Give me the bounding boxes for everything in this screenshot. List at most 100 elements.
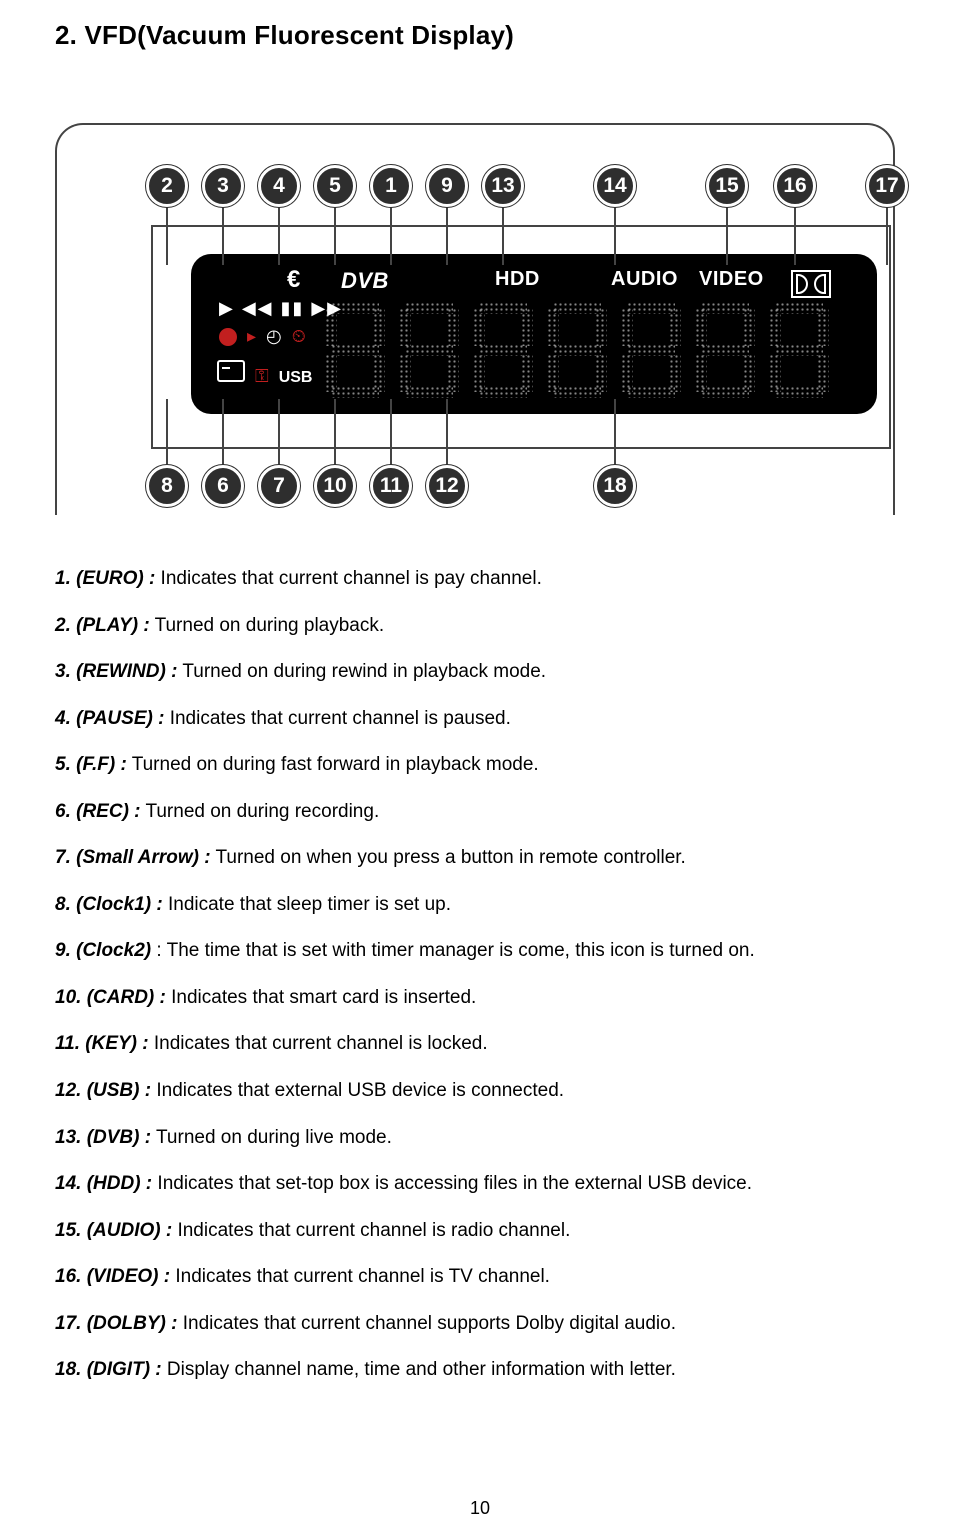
definition-description: Turned on during playback. — [150, 615, 385, 636]
callout-bubble-6: 6 — [202, 465, 244, 507]
definition-item: 1. (EURO) : Indicates that current chann… — [55, 565, 902, 593]
definition-description: Indicate that sleep timer is set up. — [163, 894, 451, 915]
definition-number: 8. — [55, 894, 76, 915]
definition-description: Turned on during rewind in playback mode… — [177, 661, 546, 682]
definition-description: Turned on during live mode. — [151, 1127, 392, 1148]
definition-number: 1. — [55, 568, 76, 589]
definition-description: Indicates that current channel is paused… — [164, 708, 510, 729]
callout-bubble-17: 17 — [866, 165, 908, 207]
callout-bubble-3: 3 — [202, 165, 244, 207]
callout-bubble-13: 13 — [482, 165, 524, 207]
leader-line — [166, 399, 168, 465]
definition-description: Turned on during fast forward in playbac… — [127, 754, 539, 775]
bezel-content: € DVB HDD AUDIO VIDEO ▶ ◀◀ ▮▮ ▶▶ ▸ ◴ ⏲ — [211, 268, 857, 400]
definition-description: Indicates that smart card is inserted. — [166, 987, 476, 1008]
seven-segment-digit — [399, 302, 459, 398]
definition-number: 12. — [55, 1080, 87, 1101]
definition-name: (PLAY) : — [76, 615, 150, 636]
seven-segment-digit — [325, 302, 385, 398]
definition-item: 2. (PLAY) : Turned on during playback. — [55, 612, 902, 640]
callout-bubble-11: 11 — [370, 465, 412, 507]
definition-name: (PAUSE) : — [76, 708, 164, 729]
definition-number: 9. — [55, 940, 76, 961]
definition-number: 17. — [55, 1313, 87, 1334]
callout-bubble-5: 5 — [314, 165, 356, 207]
rec-icon — [219, 328, 237, 346]
hdd-label: HDD — [495, 268, 540, 291]
vfd-diagram: € DVB HDD AUDIO VIDEO ▶ ◀◀ ▮▮ ▶▶ ▸ ◴ ⏲ — [55, 79, 895, 519]
definition-name: (DOLBY) : — [87, 1313, 178, 1334]
seven-segment-digit — [695, 302, 755, 398]
definition-name: (REWIND) : — [76, 661, 177, 682]
definition-description: Indicates that current channel supports … — [177, 1313, 676, 1334]
audio-label: AUDIO — [611, 268, 678, 291]
leader-line — [886, 207, 888, 265]
definition-name: (KEY) : — [85, 1033, 148, 1054]
small-arrow-icon: ▸ — [247, 326, 256, 347]
definition-item: 17. (DOLBY) : Indicates that current cha… — [55, 1310, 902, 1338]
callout-bubble-4: 4 — [258, 165, 300, 207]
leader-line — [334, 207, 336, 265]
page-number: 10 — [0, 1498, 960, 1519]
leader-line — [222, 207, 224, 265]
definition-item: 13. (DVB) : Turned on during live mode. — [55, 1124, 902, 1152]
seven-segment-digit — [473, 302, 533, 398]
leader-line — [334, 399, 336, 465]
definition-number: 14. — [55, 1173, 87, 1194]
definition-item: 7. (Small Arrow) : Turned on when you pr… — [55, 844, 902, 872]
definition-name: (USB) : — [87, 1080, 151, 1101]
callout-bubble-18: 18 — [594, 465, 636, 507]
definition-name: (Small Arrow) : — [76, 847, 210, 868]
digits-row — [325, 302, 829, 398]
definition-number: 2. — [55, 615, 76, 636]
clock2-icon: ⏲ — [292, 326, 306, 347]
clock1-icon: ◴ — [266, 326, 282, 347]
definition-number: 3. — [55, 661, 76, 682]
callout-bubble-14: 14 — [594, 165, 636, 207]
definition-item: 16. (VIDEO) : Indicates that current cha… — [55, 1263, 902, 1291]
definition-number: 16. — [55, 1266, 87, 1287]
definition-description: Display channel name, time and other inf… — [162, 1359, 676, 1380]
definition-number: 4. — [55, 708, 76, 729]
leader-line — [390, 207, 392, 265]
definition-number: 6. — [55, 801, 76, 822]
definition-item: 8. (Clock1) : Indicate that sleep timer … — [55, 891, 902, 919]
definition-description: Turned on during recording. — [141, 801, 380, 822]
callout-bubble-12: 12 — [426, 465, 468, 507]
definition-item: 14. (HDD) : Indicates that set-top box i… — [55, 1170, 902, 1198]
card-icon — [217, 360, 245, 382]
definition-item: 15. (AUDIO) : Indicates that current cha… — [55, 1217, 902, 1245]
definition-item: 10. (CARD) : Indicates that smart card i… — [55, 984, 902, 1012]
definition-number: 10. — [55, 987, 87, 1008]
callout-bubble-8: 8 — [146, 465, 188, 507]
rec-row: ▸ ◴ ⏲ — [219, 326, 306, 347]
leader-line — [502, 207, 504, 265]
callout-bubble-7: 7 — [258, 465, 300, 507]
bezel-top-labels: DVB HDD AUDIO VIDEO — [211, 268, 857, 298]
definition-number: 18. — [55, 1359, 87, 1380]
definition-description: Indicates that current channel is locked… — [149, 1033, 488, 1054]
definition-name: (REC) : — [76, 801, 140, 822]
card-row: ⚿ USB — [217, 360, 312, 387]
callout-bubble-16: 16 — [774, 165, 816, 207]
definition-description: : The time that is set with timer manage… — [151, 940, 755, 961]
definition-item: 9. (Clock2) : The time that is set with … — [55, 937, 902, 965]
callout-bubble-9: 9 — [426, 165, 468, 207]
definition-name: (CARD) : — [87, 987, 166, 1008]
page: 2. VFD(Vacuum Fluorescent Display) € DVB… — [0, 0, 960, 1539]
definition-number: 5. — [55, 754, 76, 775]
definition-name: (DIGIT) : — [87, 1359, 162, 1380]
definitions-list: 1. (EURO) : Indicates that current chann… — [55, 565, 902, 1384]
definition-item: 4. (PAUSE) : Indicates that current chan… — [55, 705, 902, 733]
section-title: 2. VFD(Vacuum Fluorescent Display) — [55, 20, 902, 51]
leader-line — [278, 399, 280, 465]
leader-line — [446, 399, 448, 465]
display-bezel: € DVB HDD AUDIO VIDEO ▶ ◀◀ ▮▮ ▶▶ ▸ ◴ ⏲ — [191, 254, 877, 414]
definition-item: 12. (USB) : Indicates that external USB … — [55, 1077, 902, 1105]
definition-description: Turned on when you press a button in rem… — [211, 847, 686, 868]
definition-name: (DVB) : — [87, 1127, 151, 1148]
definition-item: 11. (KEY) : Indicates that current chann… — [55, 1030, 902, 1058]
leader-line — [390, 399, 392, 465]
definition-description: Indicates that current channel is radio … — [172, 1220, 570, 1241]
seven-segment-digit — [621, 302, 681, 398]
